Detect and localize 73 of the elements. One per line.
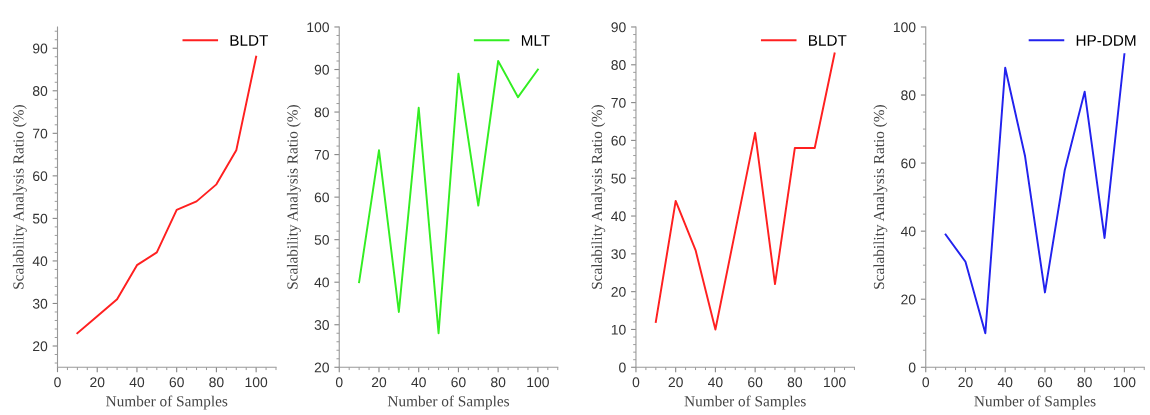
x-axis-title: Number of Samples	[684, 395, 806, 410]
x-tick-label: 40	[708, 377, 723, 388]
x-tick-label: 0	[335, 377, 343, 388]
x-tick-label: 60	[748, 377, 763, 388]
x-tick-label: 80	[491, 377, 506, 388]
y-tick-label: 70	[611, 97, 626, 108]
x-tick-label: 20	[371, 377, 387, 388]
x-tick-label: 80	[1077, 377, 1092, 388]
y-axis-title: Scalability Analysis Ratio (%)	[12, 105, 27, 289]
x-axis-title: Number of Samples	[106, 395, 228, 410]
y-tick-label: 80	[32, 86, 48, 96]
x-tick-label: 100	[527, 377, 549, 388]
y-tick-label: 50	[32, 213, 48, 224]
x-axis-title: Number of Samples	[387, 395, 510, 410]
line-series	[76, 55, 258, 335]
x-tick-label: 20	[958, 377, 973, 388]
x-tick-label: 0	[632, 377, 640, 388]
y-tick-label: 80	[901, 90, 916, 101]
y-axis-title: Scalability Analysis Ratio (%)	[591, 105, 606, 289]
y-tick-label: 70	[33, 128, 48, 139]
x-tick-label: 40	[411, 377, 426, 388]
x-axis-title: Number of Samples	[974, 395, 1096, 410]
x-tick-label: 80	[787, 377, 803, 388]
line-series	[944, 53, 1126, 335]
legend-label: HP-DDM	[1076, 35, 1136, 46]
y-tick-label: 40	[900, 226, 916, 237]
x-tick-label: 40	[129, 377, 145, 388]
y-tick-label: 90	[32, 43, 48, 54]
y-tick-label: 90	[611, 22, 626, 33]
y-tick-label: 80	[314, 107, 329, 118]
y-tick-label: 90	[314, 64, 329, 75]
y-tick-label: 60	[611, 135, 626, 146]
x-tick-label: 100	[1113, 377, 1136, 388]
y-tick-label: 0	[619, 362, 626, 373]
y-tick-label: 100	[307, 22, 329, 33]
y-tick-label: 20	[611, 286, 626, 297]
x-tick-label: 60	[451, 377, 466, 388]
legend-label: BLDT	[809, 35, 847, 46]
x-tick-label: 20	[90, 377, 105, 388]
line-series	[358, 60, 539, 335]
y-axis-title: Scalability Analysis Ratio (%)	[286, 105, 301, 289]
legend-label: BLDT	[230, 35, 269, 46]
x-tick-label: 0	[922, 377, 930, 388]
y-tick-label: 50	[611, 173, 626, 184]
x-tick-label: 0	[54, 377, 61, 388]
y-tick-label: 50	[314, 235, 329, 245]
y-tick-label: 60	[901, 158, 916, 169]
legend-label: MLT	[521, 35, 550, 46]
y-tick-label: 40	[314, 277, 329, 288]
y-tick-label: 30	[314, 320, 329, 330]
y-tick-label: 30	[32, 298, 48, 309]
y-tick-label: 20	[314, 362, 329, 373]
y-tick-label: 100	[893, 22, 916, 33]
y-tick-label: 10	[611, 324, 626, 335]
x-tick-label: 60	[169, 377, 184, 388]
y-axis-title: Scalability Analysis Ratio (%)	[873, 105, 888, 289]
line-series	[654, 52, 836, 331]
y-tick-label: 60	[33, 171, 48, 182]
x-tick-label: 80	[209, 377, 224, 388]
y-tick-label: 30	[611, 249, 626, 260]
y-tick-label: 40	[32, 256, 48, 267]
x-tick-label: 20	[668, 377, 683, 388]
y-tick-label: 80	[611, 60, 626, 70]
y-tick-label: 0	[908, 362, 916, 373]
y-tick-label: 60	[314, 192, 329, 203]
y-tick-label: 70	[314, 149, 329, 160]
x-tick-label: 100	[245, 377, 268, 388]
y-tick-label: 20	[33, 341, 48, 352]
y-tick-label: 40	[611, 211, 626, 222]
x-tick-label: 60	[1037, 377, 1053, 388]
x-tick-label: 100	[824, 377, 846, 388]
y-tick-label: 20	[901, 294, 916, 305]
x-tick-label: 40	[997, 377, 1013, 388]
